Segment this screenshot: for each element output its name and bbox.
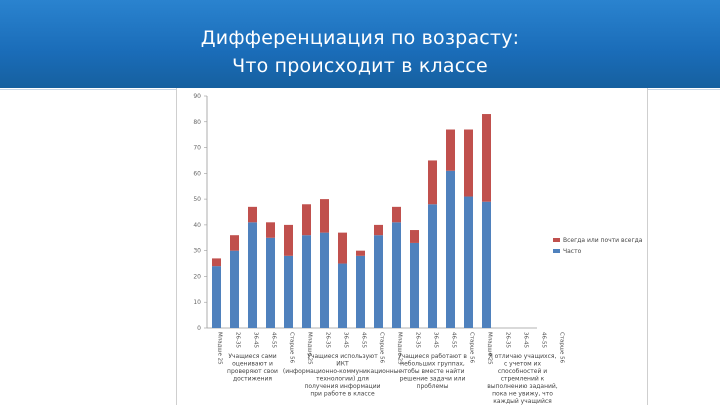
group-label: с учетом их [504,361,541,368]
bar-chasto [266,237,275,328]
y-tick-label: 10 [193,299,201,306]
group-label: стремлений к [501,376,545,383]
group-label: при работе в классе [310,391,375,398]
bar-vsegda [464,129,473,197]
bar-chasto [212,266,221,328]
category-label: 46-55 [541,332,547,348]
y-tick-label: 30 [193,248,201,255]
legend-swatch [553,238,560,242]
group-label: Я отличаю учащихся, [489,353,557,360]
group-label: способностей и [498,368,547,375]
category-label: 36-45 [253,332,259,348]
category-label: 26-35 [415,332,421,348]
category-label: 46-55 [451,332,457,348]
bar-chasto [446,170,455,328]
bar-chart: 0 10 20 30 40 50 60 70 80 90 Младше 25 26-35 36-45 46… [193,93,643,405]
group-label: оценивают и [232,361,273,368]
y-tick-label: 60 [193,170,201,177]
slide-title-line1: Дифференциация по возрасту: [200,27,520,49]
y-tick-label: 80 [193,119,201,126]
bar-vsegda [428,160,437,205]
bar-vsegda [266,222,275,238]
category-label: Старше 56 [379,332,385,364]
y-tick-label: 20 [193,273,201,280]
group-label: Учащиеся работают в [398,353,467,360]
y-tick-label: 70 [193,145,201,152]
legend-swatch [553,249,560,253]
group-label: пока не увижу, что [492,391,553,398]
bar-vsegda [338,232,347,264]
category-label: Младше 25 [307,332,313,365]
bar-vsegda [284,224,293,256]
bar-chasto [374,235,383,328]
y-tick-label: 0 [197,325,201,332]
group-label: проблемы [417,383,449,390]
bar-chasto [356,255,365,328]
y-tick-label: 50 [193,196,201,203]
category-label: 26-35 [325,332,331,348]
category-label: 36-45 [523,332,529,348]
bar-vsegda [248,206,257,223]
bar-vsegda [374,224,383,236]
category-label: Младше 25 [487,332,493,365]
group-label: небольших группах, [400,361,465,368]
legend-label: Часто [563,248,582,255]
group-label: проверяют свои [227,368,278,375]
category-label: Старше 56 [289,332,295,364]
bar-chasto [338,263,347,328]
bar-vsegda [212,258,221,267]
legend-label: Всегда или почти всегда [563,237,643,244]
bar-chasto [428,204,437,328]
bar-chasto [248,222,257,328]
category-label: Младше 25 [397,332,403,365]
group-label: Учащиеся сами [228,353,276,360]
bar-chasto [410,242,419,328]
group-label: Учащиеся используют [307,353,378,360]
group-label: чтобы вместе найти [400,368,464,375]
bar-vsegda [392,206,401,223]
bar-vsegda [230,235,239,251]
bar-chasto [302,235,311,328]
bar-chasto [230,250,239,328]
bar-vsegda [356,250,365,256]
bar-vsegda [482,114,491,202]
category-label: 46-55 [271,332,277,348]
bar-vsegda [320,199,329,233]
group-label: каждый учащийся [493,398,552,405]
chart-frame: 0 10 20 30 40 50 60 70 80 90 Младше 25 26-35 36-45 46… [176,88,648,405]
bar-chasto [320,232,329,328]
group-label: ИКТ [336,361,349,368]
category-label: 36-45 [343,332,349,348]
bar-vsegda [302,204,311,236]
bar-chasto [392,222,401,328]
group-label: достижения [233,376,272,383]
group-label: технологии) для [316,376,369,383]
y-tick-label: 40 [193,222,201,229]
y-tick-label: 90 [193,93,201,100]
bar-chasto [482,201,491,328]
category-label: 26-35 [235,332,241,348]
slide-title-line2: Что происходит в классе [232,55,488,77]
bar-chasto [284,255,293,328]
group-label: (информационно-коммуникационные [283,368,403,375]
group-label: решение задачи или [400,376,466,383]
bar-vsegda [410,230,419,243]
category-label: 36-45 [433,332,439,348]
bar-vsegda [446,129,455,171]
category-label: 26-35 [505,332,511,348]
category-label: Старше 56 [559,332,565,364]
category-label: 46-55 [361,332,367,348]
group-label: получения информации [304,383,380,390]
group-label: выполнению заданий, [487,383,558,390]
bar-chasto [464,196,473,328]
slide-header: Дифференциация по возрасту: Что происход… [0,0,720,88]
category-label: Младше 25 [217,332,223,365]
category-label: Старше 56 [469,332,475,364]
